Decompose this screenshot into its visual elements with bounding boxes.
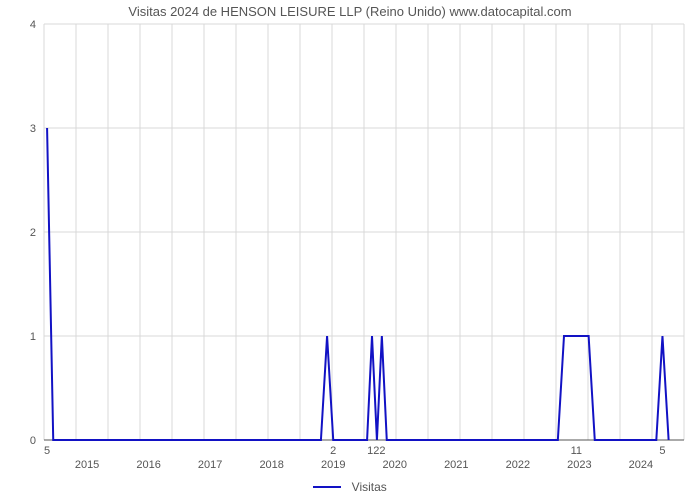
svg-text:2019: 2019 xyxy=(321,459,345,471)
svg-text:11: 11 xyxy=(571,445,582,457)
svg-text:2024: 2024 xyxy=(629,459,653,471)
svg-text:2023: 2023 xyxy=(567,459,591,471)
svg-text:2021: 2021 xyxy=(444,459,468,471)
svg-text:2022: 2022 xyxy=(506,459,530,471)
chart-svg: 0 1 2 3 4 2015 2016 2017 2018 2019 2020 2021 2022 202… xyxy=(0,0,700,500)
svg-text:2015: 2015 xyxy=(75,459,99,471)
svg-text:2: 2 xyxy=(330,445,336,457)
legend-label: Visitas xyxy=(352,480,387,494)
svg-text:5: 5 xyxy=(659,445,665,457)
svg-text:2017: 2017 xyxy=(198,459,222,471)
svg-text:122: 122 xyxy=(367,445,385,457)
svg-text:2020: 2020 xyxy=(383,459,407,471)
svg-text:2018: 2018 xyxy=(259,459,283,471)
legend-swatch xyxy=(313,486,341,488)
chart-title: Visitas 2024 de HENSON LEISURE LLP (Rein… xyxy=(0,4,700,19)
svg-text:5: 5 xyxy=(44,445,50,457)
svg-text:2: 2 xyxy=(30,227,36,239)
svg-text:1: 1 xyxy=(30,331,36,343)
svg-text:3: 3 xyxy=(30,123,36,135)
legend: Visitas xyxy=(0,478,700,496)
svg-text:0: 0 xyxy=(30,435,36,447)
svg-text:4: 4 xyxy=(30,19,36,31)
chart-container: Visitas 2024 de HENSON LEISURE LLP (Rein… xyxy=(0,0,700,500)
svg-text:2016: 2016 xyxy=(136,459,160,471)
